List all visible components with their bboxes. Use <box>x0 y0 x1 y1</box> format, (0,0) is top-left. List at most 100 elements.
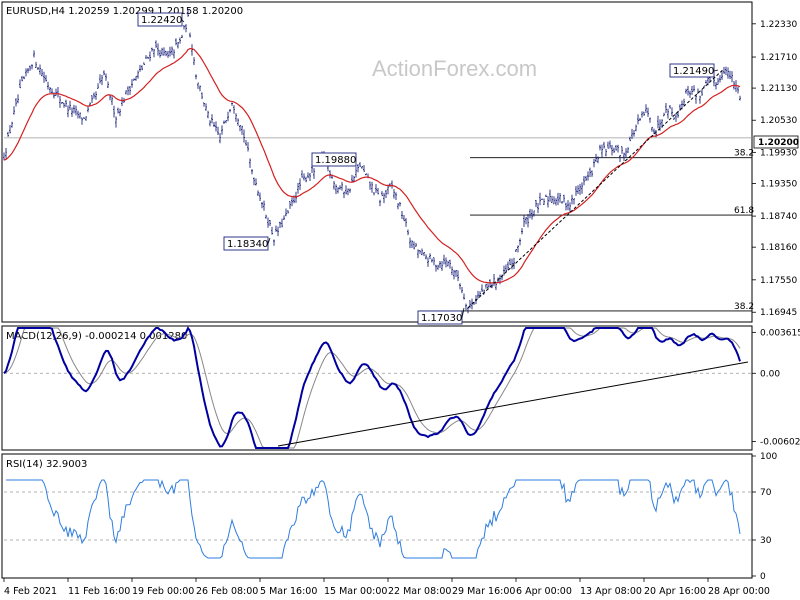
price-bar <box>69 100 71 111</box>
x-axis-tick: 6 Apr 00:00 <box>515 578 572 597</box>
price-bar <box>395 192 397 200</box>
price-bar <box>359 162 361 167</box>
price-bar <box>409 237 411 249</box>
fib-label: 38.2 <box>734 302 754 312</box>
price-bar <box>715 81 717 90</box>
price-bar <box>219 133 221 144</box>
swing-annotation: 1.19880 <box>311 152 357 167</box>
price-bar <box>731 71 733 83</box>
price-bar <box>687 85 689 96</box>
price-bar <box>271 226 273 235</box>
price-y-tick: 1.22330 <box>752 20 797 30</box>
price-bar <box>151 47 153 52</box>
price-bar <box>485 283 487 289</box>
price-bar <box>235 113 237 122</box>
price-bar <box>375 184 377 193</box>
price-bar <box>665 102 667 114</box>
price-bar <box>27 68 29 74</box>
price-bar <box>739 95 741 101</box>
price-bar <box>533 210 535 217</box>
price-bar <box>229 108 231 113</box>
price-bar <box>463 293 465 300</box>
svg-text:5 Mar 16:00: 5 Mar 16:00 <box>260 586 317 597</box>
price-bar <box>597 156 599 164</box>
price-bar <box>629 136 631 142</box>
x-axis-tick: 26 Feb 08:00 <box>195 578 258 597</box>
svg-text:1.16945: 1.16945 <box>760 308 797 318</box>
price-bar <box>589 167 591 178</box>
price-bar <box>73 104 75 114</box>
price-bar <box>417 249 419 259</box>
price-bar <box>145 55 147 59</box>
price-bar <box>97 83 99 89</box>
price-bar <box>31 64 33 70</box>
price-bar <box>87 106 89 113</box>
price-bar <box>303 173 305 181</box>
price-bar <box>251 169 253 175</box>
price-bar <box>215 121 217 132</box>
price-bar <box>573 198 575 205</box>
price-bar <box>425 254 427 260</box>
price-bar <box>333 180 335 190</box>
price-bar <box>137 70 139 79</box>
price-bar <box>225 120 227 124</box>
price-header: EURUSD,H4 1.20259 1.20299 1.20158 1.2020… <box>6 6 243 17</box>
price-y-tick: 1.18160 <box>752 243 797 253</box>
rsi-y-tick: 30 <box>752 536 772 546</box>
price-bar <box>149 51 151 62</box>
price-bar <box>423 252 425 257</box>
price-bar <box>547 196 549 208</box>
price-bar <box>51 88 53 93</box>
price-bar <box>529 208 531 219</box>
price-bar <box>71 107 73 117</box>
rsi-y-axis: 100 70 30 0 <box>752 452 777 582</box>
price-bar <box>227 111 229 122</box>
price-bar <box>595 153 597 163</box>
rsi-header: RSI(14) 32.9003 <box>6 459 87 470</box>
price-bar <box>587 171 589 181</box>
price-bar <box>329 170 331 179</box>
price-bar <box>39 64 41 75</box>
svg-text:30: 30 <box>760 536 772 546</box>
svg-text:6 Apr 00:00: 6 Apr 00:00 <box>516 586 572 597</box>
price-bar <box>63 102 65 108</box>
price-bar <box>609 140 611 149</box>
price-bar <box>387 184 389 195</box>
svg-text:-0.006026: -0.006026 <box>760 438 800 448</box>
price-bar <box>737 86 739 94</box>
price-bar <box>205 103 207 111</box>
svg-text:1.19350: 1.19350 <box>760 179 797 189</box>
price-bar <box>639 117 641 121</box>
price-y-tick: 1.19350 <box>752 179 797 189</box>
rsi-line <box>6 479 741 559</box>
x-axis-tick: 15 Mar 00:00 <box>323 578 387 597</box>
price-bar <box>305 176 307 183</box>
price-bar <box>625 148 627 158</box>
macd-panel-frame <box>1 325 753 451</box>
price-bar <box>203 102 205 107</box>
price-bar <box>723 66 725 74</box>
price-bar <box>349 188 351 193</box>
swing-annotation: 1.17030 <box>417 307 465 325</box>
svg-text:11 Feb 16:00: 11 Feb 16:00 <box>68 586 130 597</box>
price-y-tick: 1.20530 <box>752 116 797 126</box>
price-bar <box>503 265 505 276</box>
price-bar <box>443 254 445 265</box>
price-bar <box>543 198 545 206</box>
price-bar <box>357 164 359 173</box>
macd-trendline <box>277 361 749 447</box>
price-bar <box>647 107 649 117</box>
moving-average-line <box>3 47 741 284</box>
price-bar <box>133 78 135 81</box>
price-bar <box>23 76 25 80</box>
price-bar <box>583 175 585 186</box>
price-bar <box>477 290 479 299</box>
price-bar <box>585 175 587 182</box>
price-bar <box>9 125 11 134</box>
price-bar <box>613 147 615 154</box>
price-bar <box>185 24 187 33</box>
price-bar <box>637 114 639 125</box>
price-bar <box>85 116 87 121</box>
price-bar <box>483 289 485 295</box>
